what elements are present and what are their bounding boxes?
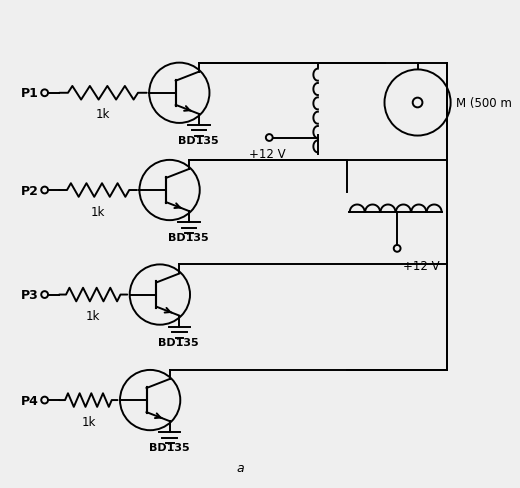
Text: BD135: BD135 — [149, 443, 189, 452]
Text: 1k: 1k — [86, 309, 100, 323]
Text: M (500 m: M (500 m — [457, 97, 512, 110]
Text: 1k: 1k — [96, 108, 110, 121]
Text: 1k: 1k — [81, 415, 96, 428]
Text: P2: P2 — [21, 184, 39, 197]
Text: a: a — [236, 462, 244, 474]
Text: BD135: BD135 — [168, 233, 209, 243]
Text: 1k: 1k — [91, 205, 106, 218]
Text: P3: P3 — [21, 288, 39, 302]
Text: P4: P4 — [21, 394, 39, 407]
Text: P1: P1 — [21, 87, 39, 100]
Text: +12 V: +12 V — [403, 260, 439, 272]
Text: BD135: BD135 — [178, 136, 218, 146]
Text: BD135: BD135 — [159, 337, 199, 347]
Text: +12 V: +12 V — [249, 148, 285, 161]
